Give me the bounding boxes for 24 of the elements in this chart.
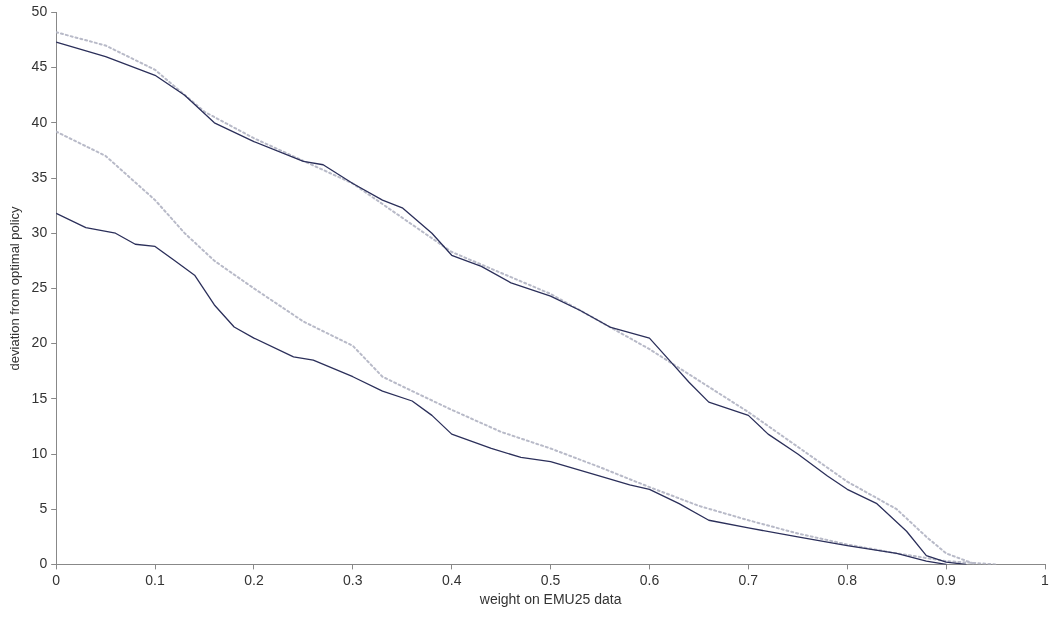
y-tick-label: 45: [31, 58, 48, 75]
x-axis-title: weight on EMU25 data: [478, 591, 622, 608]
y-tick-label: 0: [39, 555, 48, 572]
y-tick-label: 5: [39, 500, 48, 517]
x-tick-label: 0.1: [145, 571, 165, 588]
y-tick-label: 10: [31, 444, 48, 461]
x-tick-label: 1: [1041, 571, 1050, 588]
y-tick-label: 35: [31, 168, 48, 185]
x-tick-label: 0.3: [343, 571, 363, 588]
y-tick-label: 50: [31, 3, 48, 20]
y-tick-label: 40: [31, 113, 48, 130]
y-axis-title: deviation from optimal policy: [7, 205, 23, 371]
x-tick-label: 0: [52, 571, 61, 588]
x-tick-label: 0.8: [837, 571, 858, 588]
y-tick-label: 20: [31, 334, 48, 351]
x-tick-label: 0.5: [540, 571, 561, 588]
x-tick-label: 0.6: [639, 571, 660, 588]
y-tick-label: 15: [31, 389, 48, 406]
x-tick-label: 0.4: [441, 571, 462, 588]
y-tick-label: 30: [31, 224, 48, 241]
x-tick-label: 0.2: [244, 571, 264, 588]
y-tick-label: 25: [31, 279, 48, 296]
x-tick-label: 0.9: [936, 571, 957, 588]
x-tick-label: 0.7: [738, 571, 759, 588]
